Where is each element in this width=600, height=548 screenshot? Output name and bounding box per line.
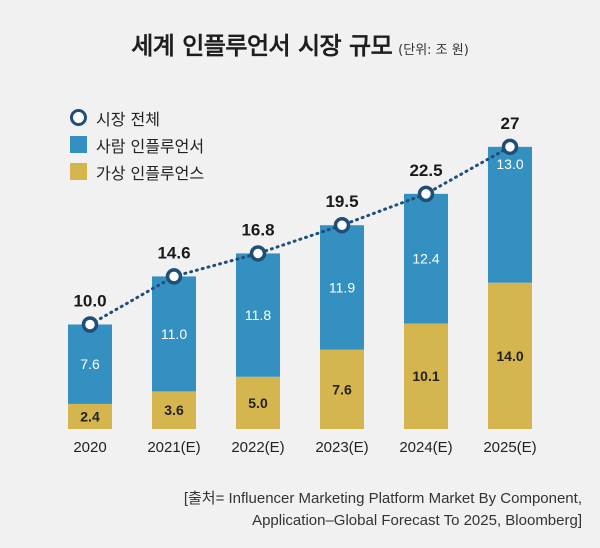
total-value-label: 16.8 bbox=[241, 220, 274, 239]
legend-marker-icon bbox=[70, 109, 87, 126]
data-label-virtual: 2.4 bbox=[80, 408, 100, 424]
total-point bbox=[81, 316, 99, 333]
data-label-virtual: 14.0 bbox=[496, 348, 523, 364]
legend-item-total: 시장 전체 bbox=[70, 104, 204, 131]
data-label-human: 7.6 bbox=[80, 356, 100, 372]
data-label-virtual: 3.6 bbox=[164, 402, 184, 418]
bar-human bbox=[320, 225, 364, 350]
total-point bbox=[333, 216, 351, 234]
total-point bbox=[501, 138, 519, 156]
data-label-human: 11.9 bbox=[329, 279, 355, 295]
total-value-label: 19.5 bbox=[325, 192, 358, 211]
bar-virtual bbox=[68, 403, 112, 429]
data-label-human: 13.0 bbox=[496, 156, 523, 172]
legend-label-total: 시장 전체 bbox=[96, 109, 160, 129]
legend-label-human: 사람 인플루언서 bbox=[96, 136, 205, 156]
data-label-human: 11.0 bbox=[161, 326, 187, 342]
legend: 시장 전체 사람 인플루언서 가상 인플루언스 bbox=[70, 104, 204, 185]
chart-title: 세계 인플루언서 시장 규모 (단위: 조 원) bbox=[0, 26, 600, 61]
data-label-human: 11.8 bbox=[245, 307, 271, 323]
bar-human bbox=[236, 253, 280, 377]
total-point bbox=[165, 268, 183, 285]
total-value-label: 10.0 bbox=[73, 292, 106, 311]
bar-virtual bbox=[236, 376, 280, 429]
bar-human bbox=[68, 324, 112, 404]
data-label-human: 12.4 bbox=[412, 251, 439, 267]
bar-human bbox=[488, 146, 532, 283]
total-line bbox=[88, 145, 512, 326]
source-note: [출처= Influencer Marketing Platform Marke… bbox=[184, 488, 582, 532]
legend-item-virtual: 가상 인플루언스 bbox=[70, 158, 204, 185]
source-line-2: Application–Global Forecast To 2025, Blo… bbox=[252, 512, 582, 529]
bar-virtual bbox=[152, 391, 196, 429]
total-value-label: 27 bbox=[501, 114, 520, 133]
total-value-label: 14.6 bbox=[157, 243, 190, 262]
total-value-label: 22.5 bbox=[409, 161, 442, 180]
title-unit: (단위: 조 원) bbox=[398, 43, 469, 58]
data-label-virtual: 10.1 bbox=[412, 368, 439, 384]
bar-human bbox=[152, 276, 196, 392]
x-tick-label: 2021(E) bbox=[147, 439, 200, 456]
legend-item-human: 사람 인플루언서 bbox=[70, 131, 204, 158]
x-tick-label: 2023(E) bbox=[315, 439, 368, 456]
bar-virtual bbox=[488, 282, 532, 429]
legend-label-virtual: 가상 인플루언스 bbox=[96, 163, 205, 183]
data-label-virtual: 7.6 bbox=[332, 381, 352, 397]
title-main: 세계 인플루언서 시장 규모 bbox=[131, 32, 393, 60]
bar-virtual bbox=[320, 349, 364, 429]
data-label-virtual: 5.0 bbox=[248, 395, 268, 411]
source-line-1: [출처= Influencer Marketing Platform Marke… bbox=[183, 490, 582, 507]
legend-swatch-human bbox=[70, 136, 87, 153]
total-point bbox=[249, 245, 267, 262]
bar-human bbox=[404, 193, 448, 324]
x-tick-label: 2024(E) bbox=[399, 439, 452, 456]
bar-virtual bbox=[404, 323, 448, 429]
x-tick-label: 2022(E) bbox=[231, 439, 284, 456]
legend-swatch-virtual bbox=[70, 163, 87, 180]
x-tick-label: 2020 bbox=[73, 439, 106, 456]
x-tick-label: 2025(E) bbox=[483, 439, 536, 456]
total-point bbox=[417, 185, 435, 203]
